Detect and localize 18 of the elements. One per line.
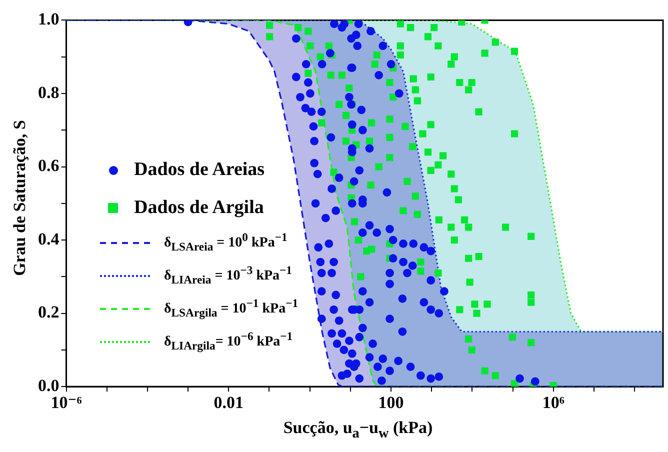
y-tick-label: 1.0 [38, 10, 60, 29]
legend-label: δ$_{LIAreia}$ = 10$^{−3}$ kPa$^{−1}$ [164, 264, 292, 286]
legend-label: Dados de Areias [134, 158, 265, 180]
legend-label: δ$_{LSArgila}$ = 10$^{−1}$ kPa$^{−1}$ [164, 296, 298, 320]
x-tick-label: 10⁶ [542, 393, 564, 412]
y-axis-title: Grau de Saturação, S [10, 120, 30, 276]
y-tick-label: 0.8 [38, 82, 60, 102]
x-tick-label: 100 [378, 393, 404, 412]
legend-label: Dados de Argila [134, 196, 264, 218]
legend-label: δ$_{LSAreia}$ = 10$^{0}$ kPa$^{−1}$ [164, 230, 288, 254]
y-tick-label: 0.0 [38, 376, 60, 395]
x-tick-label: 0.01 [214, 393, 244, 412]
y-tick-label: 0.4 [38, 229, 60, 248]
x-axis-title: Sucção, u$_{a}$−u$_{w}$ (kPa) [282, 418, 434, 442]
legend-label: δ$_{LIArgila}$= 10$^{−6}$ kPa$^{−1}$ [164, 330, 293, 352]
x-tick-label: 10⁻⁶ [50, 393, 82, 412]
y-tick-label: 0.2 [38, 302, 60, 322]
y-tick-label: 0.6 [38, 156, 60, 176]
